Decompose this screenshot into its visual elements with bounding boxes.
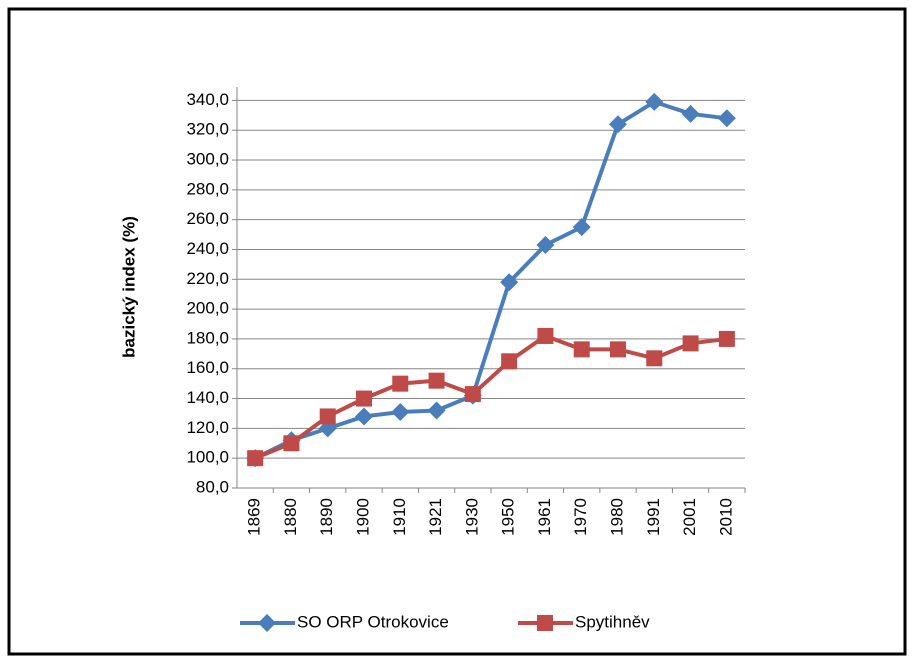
- data-point: [609, 115, 627, 134]
- data-point: [536, 236, 555, 255]
- y-tick-label: 320,0: [186, 120, 229, 139]
- data-point: [610, 341, 626, 358]
- x-tick-label: 1869: [245, 498, 264, 536]
- y-tick-label: 240,0: [186, 239, 229, 258]
- x-tick-label: 1900: [353, 498, 372, 536]
- y-tick-label: 340,0: [186, 90, 229, 109]
- data-point: [392, 375, 409, 392]
- x-tick-label: 1880: [281, 498, 300, 536]
- y-tick-label: 200,0: [186, 299, 229, 318]
- data-point: [247, 450, 264, 467]
- y-tick-label: 160,0: [186, 358, 229, 377]
- chart-border: [7, 7, 907, 656]
- legend-marker: [258, 614, 276, 632]
- data-point: [681, 104, 700, 123]
- data-point: [537, 327, 554, 344]
- data-point: [391, 402, 410, 421]
- x-tick-label: 2001: [680, 498, 699, 536]
- data-point: [319, 408, 336, 425]
- legend-marker: [537, 615, 553, 631]
- data-point: [500, 273, 519, 292]
- y-tick-label: 180,0: [186, 328, 229, 347]
- y-tick-label: 140,0: [186, 388, 229, 407]
- y-tick-label: 220,0: [186, 269, 229, 288]
- y-tick-label: 120,0: [186, 418, 229, 437]
- data-point: [572, 218, 591, 237]
- x-tick-label: 1980: [607, 498, 626, 536]
- data-point: [645, 92, 664, 111]
- y-tick-label: 280,0: [186, 179, 229, 198]
- data-point: [718, 330, 735, 347]
- x-tick-label: 1930: [462, 498, 481, 536]
- data-point: [501, 353, 518, 370]
- y-tick-label: 260,0: [186, 209, 229, 228]
- y-axis-label: bazický index (%): [119, 216, 138, 358]
- legend-label: SO ORP Otrokovice: [297, 612, 449, 631]
- y-tick-label: 100,0: [186, 448, 229, 467]
- x-tick-label: 1910: [390, 498, 409, 536]
- data-point: [428, 372, 445, 389]
- data-point: [682, 335, 699, 352]
- data-point: [283, 435, 300, 452]
- data-point: [573, 341, 590, 358]
- data-point: [355, 407, 373, 426]
- y-tick-label: 300,0: [186, 150, 229, 169]
- x-tick-label: 1961: [535, 498, 554, 536]
- x-tick-label: 2010: [716, 498, 735, 536]
- x-tick-label: 1950: [499, 498, 518, 536]
- y-tick-label: 80,0: [196, 477, 229, 496]
- x-tick-label: 1991: [644, 498, 663, 536]
- x-tick-label: 1890: [317, 498, 336, 536]
- legend-label: Spytihněv: [575, 612, 650, 631]
- x-tick-label: 1921: [426, 498, 445, 536]
- data-point: [646, 350, 663, 367]
- data-point: [427, 401, 446, 420]
- x-tick-label: 1970: [571, 498, 590, 536]
- data-point: [464, 386, 481, 403]
- data-point: [717, 109, 736, 128]
- data-point: [356, 390, 372, 407]
